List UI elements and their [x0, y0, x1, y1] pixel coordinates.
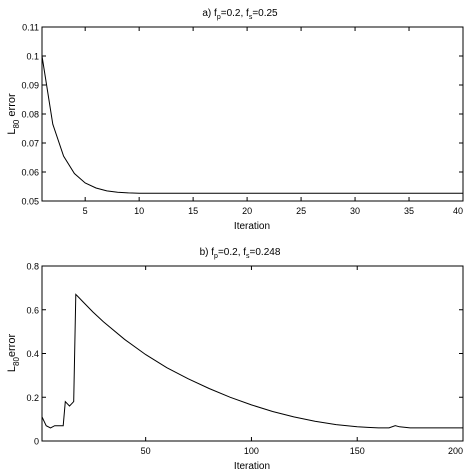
y-tick-label-a-5: 0.1 [26, 52, 39, 62]
x-tick-label-b-1: 100 [244, 446, 259, 456]
y-tick-label-a-6: 0.11 [22, 23, 39, 33]
y-ticks-a: 0.05 0.06 0.07 0.08 0.09 0.1 0.11 [21, 23, 463, 207]
x-tick-label-a-2: 15 [188, 206, 198, 216]
series-line-b [41, 293, 463, 429]
y-tick-label-a-1: 0.06 [21, 168, 39, 178]
chart-title-a: a) fp=0.2, fs=0.25 [202, 8, 278, 21]
x-axis-label-a: Iteration [234, 221, 270, 232]
x-tick-label-b-3: 200 [448, 446, 463, 456]
x-tick-label-a-4: 25 [296, 206, 306, 216]
y-tick-label-a-3: 0.08 [21, 110, 39, 120]
plot-frame-a [41, 26, 464, 202]
y-tick-label-b-2: 0.4 [26, 349, 39, 359]
y-tick-label-a-4: 0.09 [21, 81, 39, 91]
y-tick-label-a-2: 0.07 [21, 139, 39, 149]
x-tick-label-a-7: 40 [453, 206, 463, 216]
x-tick-label-a-1: 10 [134, 206, 144, 216]
series-line-a [41, 55, 463, 194]
x-axis-label-b: Iteration [234, 461, 270, 472]
y-tick-label-b-0: 0 [34, 437, 39, 447]
y-axis-label-b: L80error [6, 334, 21, 373]
x-tick-label-a-0: 5 [83, 206, 88, 216]
y-axis-label-a: L80 error [6, 93, 21, 135]
y-ticks-b: 0 0.2 0.4 0.6 0.8 [26, 262, 463, 447]
chart-title-b: b) fp=0.2, fs=0.248 [200, 247, 281, 260]
y-tick-label-a-0: 0.05 [21, 197, 39, 207]
plot-frame-b [41, 265, 464, 442]
y-tick-label-b-1: 0.2 [26, 393, 39, 403]
x-tick-label-b-2: 150 [350, 446, 365, 456]
x-ticks-a: 5 10 15 20 25 30 35 40 [83, 27, 464, 216]
x-ticks-b: 50 100 150 200 [141, 266, 464, 456]
x-tick-label-a-5: 30 [350, 206, 360, 216]
x-tick-label-a-3: 20 [242, 206, 252, 216]
x-tick-label-b-0: 50 [141, 446, 151, 456]
chart-panel-a: a) fp=0.2, fs=0.25 0.050.060.070.080.090… [6, 8, 464, 232]
x-tick-label-a-6: 35 [404, 206, 414, 216]
chart-panel-b: b) fp=0.2, fs=0.248 0 0.2 0.4 0.6 0.8 50 100 1… [6, 247, 464, 472]
y-tick-label-b-4: 0.8 [26, 262, 39, 272]
y-tick-label-b-3: 0.6 [26, 305, 39, 315]
